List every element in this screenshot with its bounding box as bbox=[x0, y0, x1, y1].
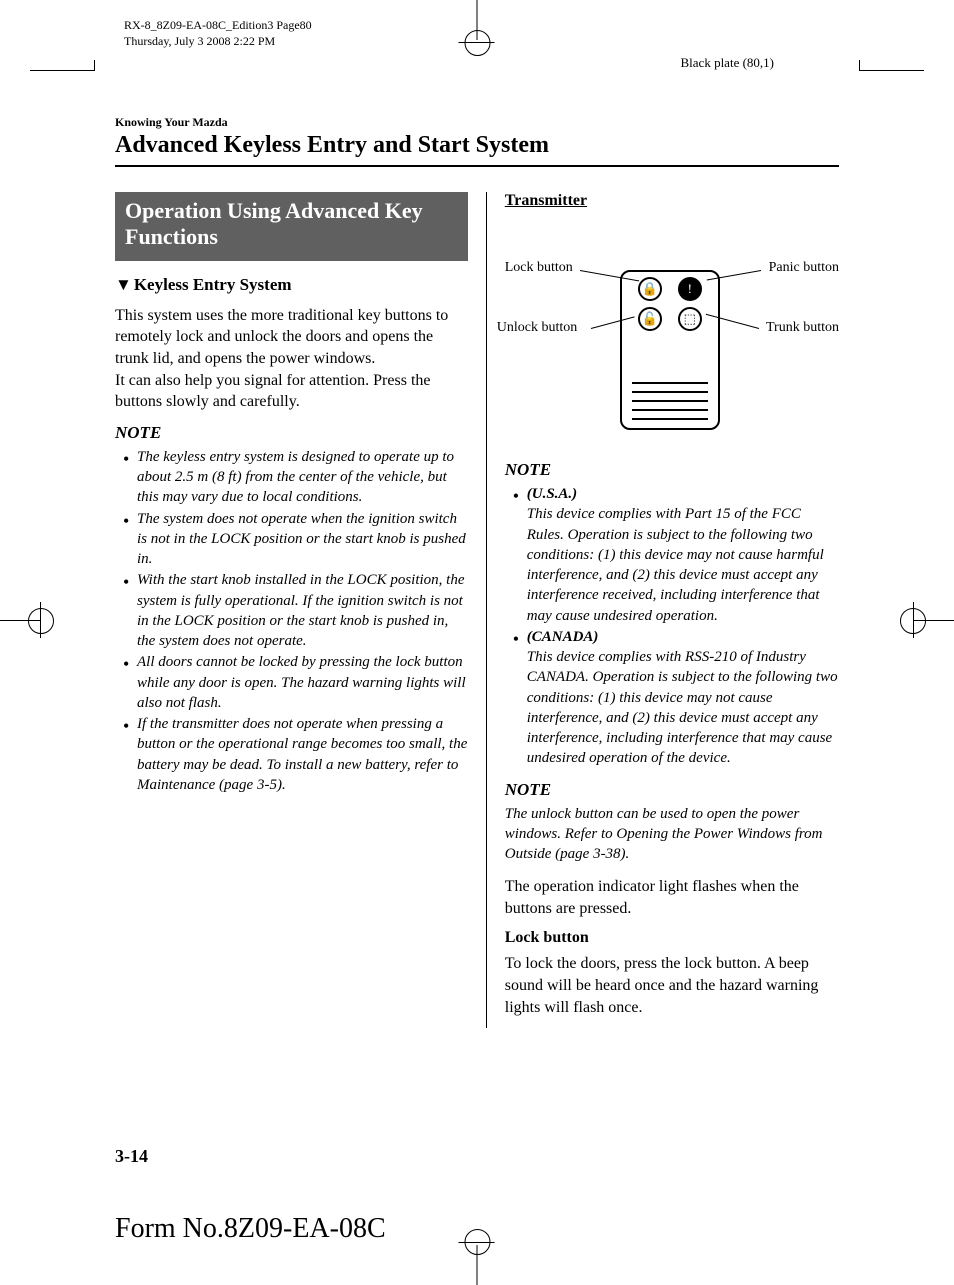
transmitter-heading: Transmitter bbox=[505, 192, 839, 210]
note-list: The keyless entry system is designed to … bbox=[115, 447, 468, 795]
region-label: (CANADA) bbox=[527, 629, 599, 645]
fob-row-2: 🔓 ⬚ bbox=[630, 307, 710, 331]
black-plate: Black plate (80,1) bbox=[681, 55, 775, 71]
crop-mark-bottom bbox=[477, 1245, 478, 1285]
lock-icon: 🔒 bbox=[638, 277, 662, 301]
note-item: The keyless entry system is designed to … bbox=[137, 447, 468, 508]
compliance-item: (U.S.A.) This device complies with Part … bbox=[527, 484, 839, 626]
note-item: The system does not operate when the ign… bbox=[137, 509, 468, 570]
page-content: Knowing Your Mazda Advanced Keyless Entr… bbox=[115, 115, 839, 1028]
note-item: With the start knob installed in the LOC… bbox=[137, 570, 468, 651]
chapter-title: Advanced Keyless Entry and Start System bbox=[115, 132, 839, 159]
label-trunk: Trunk button bbox=[766, 320, 839, 336]
page-number: 3-14 bbox=[115, 1146, 148, 1167]
compliance-text: This device complies with RSS-210 of Ind… bbox=[527, 649, 838, 766]
doc-id: RX-8_8Z09-EA-08C_Edition3 Page80 bbox=[124, 18, 312, 34]
fob-row-1: 🔒 ! bbox=[630, 277, 710, 301]
fob-grip bbox=[632, 382, 708, 420]
crop-corner bbox=[30, 70, 95, 71]
label-panic: Panic button bbox=[769, 260, 839, 276]
note-item: If the transmitter does not operate when… bbox=[137, 714, 468, 795]
label-unlock: Unlock button bbox=[497, 320, 578, 336]
transmitter-diagram: Lock button Panic button Unlock button T… bbox=[505, 240, 839, 440]
note-paragraph: The unlock button can be used to open th… bbox=[505, 804, 839, 865]
crop-mark-right bbox=[914, 620, 954, 621]
left-column: Operation Using Advanced Key Functions ▼… bbox=[115, 192, 468, 1028]
note-heading: NOTE bbox=[115, 423, 468, 443]
compliance-text: This device complies with Part 15 of the… bbox=[527, 506, 824, 623]
lock-button-paragraph: To lock the doors, press the lock button… bbox=[505, 953, 839, 1018]
section-box: Operation Using Advanced Key Functions bbox=[115, 192, 468, 261]
columns: Operation Using Advanced Key Functions ▼… bbox=[115, 192, 839, 1028]
note-heading: NOTE bbox=[505, 460, 839, 480]
panic-icon: ! bbox=[678, 277, 702, 301]
right-column: Transmitter Lock button Panic button Unl… bbox=[486, 192, 839, 1028]
trunk-icon: ⬚ bbox=[678, 307, 702, 331]
subheading: ▼Keyless Entry System bbox=[115, 275, 468, 295]
note-heading: NOTE bbox=[505, 780, 839, 800]
label-lock: Lock button bbox=[505, 260, 573, 276]
crop-mark-left bbox=[0, 620, 40, 621]
form-number: Form No.8Z09-EA-08C bbox=[115, 1213, 386, 1245]
chapter-rule bbox=[115, 165, 839, 167]
unlock-icon: 🔓 bbox=[638, 307, 662, 331]
key-fob: 🔒 ! 🔓 ⬚ bbox=[620, 270, 720, 430]
note-item: All doors cannot be locked by pressing t… bbox=[137, 652, 468, 713]
body-paragraph: This system uses the more traditional ke… bbox=[115, 305, 468, 413]
breadcrumb: Knowing Your Mazda bbox=[115, 115, 839, 130]
doc-timestamp: Thursday, July 3 2008 2:22 PM bbox=[124, 34, 312, 50]
compliance-item: (CANADA) This device complies with RSS-2… bbox=[527, 627, 839, 769]
region-label: (U.S.A.) bbox=[527, 486, 577, 502]
body-paragraph: The operation indicator light flashes wh… bbox=[505, 876, 839, 919]
header-meta: RX-8_8Z09-EA-08C_Edition3 Page80 Thursda… bbox=[124, 18, 312, 49]
triangle-icon: ▼ bbox=[115, 275, 132, 295]
crop-corner bbox=[859, 70, 924, 71]
lock-button-heading: Lock button bbox=[505, 929, 839, 947]
crop-mark-top bbox=[477, 0, 478, 40]
compliance-list: (U.S.A.) This device complies with Part … bbox=[505, 484, 839, 769]
subheading-text: Keyless Entry System bbox=[134, 275, 292, 294]
